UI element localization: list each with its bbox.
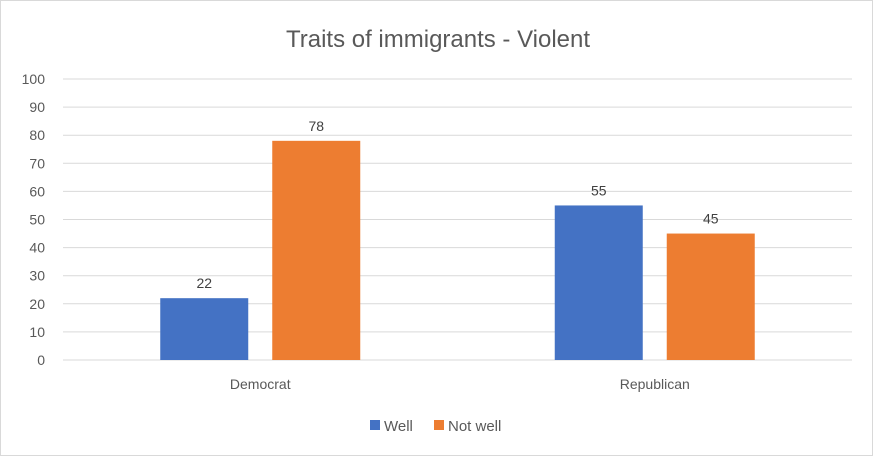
legend-swatch [370, 420, 380, 430]
x-category-label: Republican [620, 376, 690, 392]
legend-swatch [434, 420, 444, 430]
y-tick-label: 60 [29, 183, 45, 199]
chart-title: Traits of immigrants - Violent [286, 26, 590, 53]
y-tick-label: 70 [29, 155, 45, 171]
bars [160, 140, 755, 360]
bar-democrat-well [160, 298, 249, 360]
data-label: 78 [308, 118, 324, 134]
bar-republican-not-well [666, 233, 755, 360]
y-tick-label: 30 [29, 268, 45, 284]
x-category-label: Democrat [230, 376, 291, 392]
data-label: 45 [703, 211, 719, 227]
bar-republican-well [554, 205, 643, 360]
y-tick-label: 40 [29, 240, 45, 256]
legend-label: Well [384, 418, 413, 435]
y-tick-label: 20 [29, 296, 45, 312]
y-tick-label: 50 [29, 212, 45, 228]
y-tick-label: 80 [29, 127, 45, 143]
data-label: 22 [196, 275, 212, 291]
y-tick-label: 100 [22, 71, 46, 87]
legend-label: Not well [448, 418, 501, 435]
x-axis-categories: Democrat Republican [230, 376, 690, 392]
legend: Well Not well [370, 418, 501, 435]
y-tick-label: 0 [37, 352, 45, 368]
y-tick-label: 10 [29, 324, 45, 340]
data-label: 55 [591, 182, 607, 198]
data-labels: 22 78 55 45 [196, 118, 718, 291]
y-axis-ticks: 0 10 20 30 40 50 60 70 80 90 100 [22, 71, 46, 368]
bar-democrat-not-well [272, 140, 361, 360]
y-tick-label: 90 [29, 99, 45, 115]
